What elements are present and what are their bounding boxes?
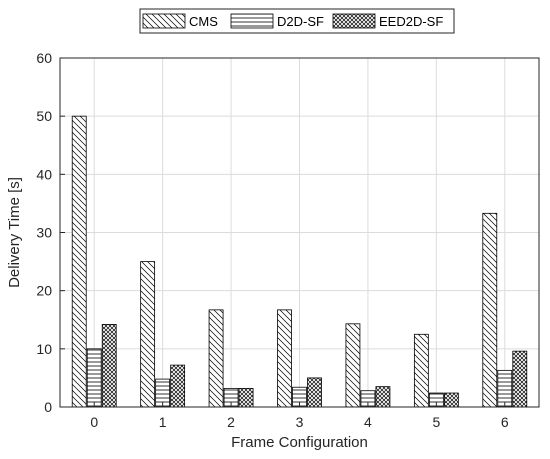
bar-eed2d-sf-0 (101, 324, 117, 408)
y-tick-label: 30 (36, 225, 52, 241)
x-tick-label: 1 (159, 414, 167, 430)
bar-cms-4 (345, 323, 361, 408)
bar-d2d-sf-6 (497, 369, 513, 408)
bar-eed2d-sf-1 (170, 364, 186, 408)
x-tick-label: 6 (501, 414, 509, 430)
bar-eed2d-sf-5 (443, 392, 459, 408)
legend-label-eed2d-sf: EED2D-SF (379, 14, 443, 29)
bar-eed2d-sf-4 (375, 386, 391, 408)
bar-eed2d-sf-6 (512, 350, 528, 408)
y-tick-label: 40 (36, 166, 52, 182)
x-tick-label: 3 (296, 414, 304, 430)
x-tick-label: 0 (90, 414, 98, 430)
legend-swatch-d2d-sf (230, 13, 274, 29)
legend-swatch-eed2d-sf (332, 13, 376, 29)
x-tick-label: 4 (364, 414, 372, 430)
grid-lines (60, 58, 539, 407)
bar-cms-0 (71, 115, 87, 408)
bar-eed2d-sf-3 (307, 377, 322, 408)
y-axis-title: Delivery Time [s] (6, 177, 23, 288)
bars (71, 115, 528, 408)
bar-cms-1 (140, 261, 156, 408)
bar-d2d-sf-0 (86, 348, 102, 408)
x-tick-label: 5 (432, 414, 440, 430)
bar-cms-5 (413, 333, 429, 408)
bar-cms-6 (482, 212, 498, 408)
bar-eed2d-sf-2 (238, 387, 254, 408)
y-tick-label: 50 (36, 108, 52, 124)
x-axis-title: Frame Configuration (231, 434, 368, 451)
legend-box (139, 8, 455, 34)
x-tick-label: 2 (227, 414, 235, 430)
y-tick-label: 60 (36, 50, 52, 66)
legend-label-cms: CMS (189, 14, 218, 29)
legend: CMS D2D-SF EED2D-SF (139, 8, 455, 34)
y-tick-label: 20 (36, 283, 52, 299)
y-tick-label: 0 (44, 399, 52, 415)
axis-ticks: 0 10 20 30 40 50 60 0 1 2 3 4 5 6 (36, 50, 508, 430)
legend-label-d2d-sf: D2D-SF (277, 14, 324, 29)
bar-cms-3 (277, 309, 292, 408)
legend-swatch-cms (142, 13, 186, 29)
bar-cms-2 (208, 309, 224, 408)
y-tick-label: 10 (36, 341, 52, 357)
